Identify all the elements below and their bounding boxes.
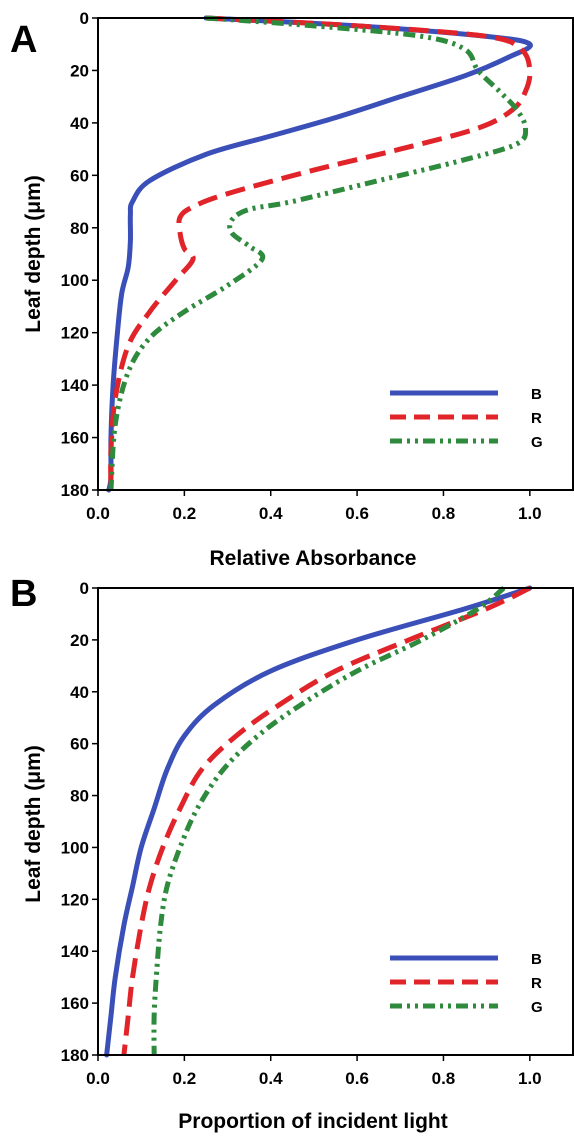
panel-b-x-tick-label: 0.8 <box>432 1069 456 1088</box>
panel-b-x-tick-label: 0.0 <box>86 1069 110 1088</box>
panel-a-y-tick-label: 80 <box>70 219 89 238</box>
panel-a-y-tick-label: 100 <box>61 271 89 290</box>
panel-a-series-b-line <box>106 15 533 493</box>
panel-b-series-b-line <box>104 585 533 1058</box>
panel-b-y-tick-label: 120 <box>61 890 89 909</box>
panel-a-legend-label-r: R <box>531 410 542 427</box>
panel-a-y-tick-label: 0 <box>80 9 89 28</box>
panel-a-series-g-line <box>108 15 529 491</box>
panel-b-plot-frame <box>97 587 574 1056</box>
panel-a-x-axis-title: Relative Absorbance <box>210 547 417 570</box>
panel-b-series-g-line <box>151 586 506 1056</box>
panel-a-x-tick-label: 0.8 <box>432 504 456 523</box>
panel-b-y-tick-label: 0 <box>80 579 89 598</box>
panel-a-y-tick-label: 60 <box>70 166 89 185</box>
panel-a-series-r-line <box>108 15 533 491</box>
panel-b-legend: BRG <box>390 951 543 1016</box>
panel-b-y-tick-label: 180 <box>61 1046 89 1065</box>
panel-b-y-tick-label: 20 <box>70 631 89 650</box>
panel-a-y-axis-title: Leaf depth (μm) <box>22 175 45 333</box>
panel-b-label: B <box>10 573 37 615</box>
panel-a-x-tick-label: 0.4 <box>259 504 283 523</box>
panel-b-legend-label-g: G <box>531 999 543 1016</box>
panel-b-legend-label-b: B <box>531 951 542 968</box>
panel-b-y-tick-label: 60 <box>70 735 89 754</box>
panel-a-x-tick-label: 0.0 <box>86 504 110 523</box>
panel-b-x-axis-title: Proportion of incident light <box>178 1110 447 1133</box>
panel-a-y-tick-label: 40 <box>70 114 89 133</box>
panel-a-plot-frame <box>97 17 574 491</box>
panel-a-y-tick-label: 180 <box>61 481 89 500</box>
panel-a-legend-label-g: G <box>531 434 543 451</box>
panel-a-x-tick-label: 1.0 <box>518 504 542 523</box>
panel-a-legend: BRG <box>390 386 543 451</box>
panel-a: A 0.0 0.2 0.4 0.6 0.8 1.0 0 20 40 60 80 100 120 140 16… <box>10 9 574 570</box>
panel-b: B 0.0 0.2 0.4 0.6 0.8 1.0 0 20 40 60 80 100 120 140 16… <box>10 573 574 1133</box>
panel-b-y-tick-label: 100 <box>61 838 89 857</box>
panel-a-y-tick-label: 20 <box>70 61 89 80</box>
panel-b-series-r-line <box>121 585 531 1056</box>
panel-a-y-tick-label: 140 <box>61 376 89 395</box>
panel-b-x-tick-label: 0.4 <box>259 1069 283 1088</box>
panel-a-legend-label-b: B <box>531 386 542 403</box>
panel-b-y-tick-label: 160 <box>61 994 89 1013</box>
panel-a-label: A <box>10 19 37 61</box>
panel-b-y-tick-label: 140 <box>61 942 89 961</box>
panel-b-legend-label-r: R <box>531 975 542 992</box>
panel-b-x-tick-label: 1.0 <box>518 1069 542 1088</box>
panel-a-y-tick-label: 160 <box>61 429 89 448</box>
panel-a-y-tick-label: 120 <box>61 324 89 343</box>
panel-b-y-axis-title: Leaf depth (μm) <box>22 745 45 903</box>
panel-b-x-tick-label: 0.2 <box>173 1069 197 1088</box>
panel-b-y-tick-label: 40 <box>70 683 89 702</box>
panel-b-y-tick-label: 80 <box>70 787 89 806</box>
panel-b-x-tick-label: 0.6 <box>345 1069 369 1088</box>
panel-a-x-tick-label: 0.6 <box>345 504 369 523</box>
panel-a-x-tick-label: 0.2 <box>173 504 197 523</box>
